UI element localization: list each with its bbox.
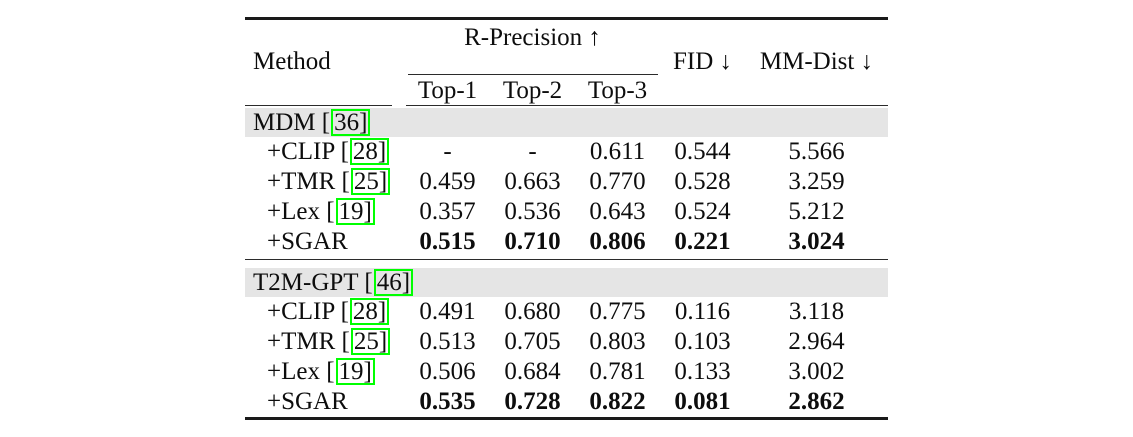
value-top2: 0.680 [504, 298, 561, 326]
value-mm-dist: 3.259 [788, 167, 845, 195]
results-table: Method R-Precision ↑ Top-1 Top-2 Top-3 F… [245, 17, 888, 420]
method-label: +Lex [ [267, 197, 335, 225]
method-label: +Lex [ [267, 358, 335, 386]
value-top2: 0.710 [504, 227, 561, 255]
value-top3: 0.770 [589, 167, 646, 195]
header-top1: Top-1 [417, 76, 478, 104]
citation-link-25[interactable]: 25] [350, 167, 391, 195]
section-label: MDM [ [253, 108, 331, 136]
section-header-mdm: MDM [36] [245, 107, 888, 137]
table-row-sgar-best: +SGAR 0.515 0.710 0.806 0.221 3.024 [245, 227, 888, 257]
value-mm-dist: 5.212 [788, 197, 845, 225]
value-top3: 0.643 [589, 197, 646, 225]
citation-link-28[interactable]: 28] [349, 137, 390, 165]
value-top2: - [528, 137, 537, 165]
value-top3: 0.806 [589, 227, 646, 255]
value-top1: 0.459 [419, 167, 476, 195]
value-top1: - [443, 137, 452, 165]
table-row: +CLIP [28] 0.491 0.680 0.775 0.116 3.118 [245, 297, 888, 327]
value-top1: 0.535 [419, 388, 476, 416]
table-row: +TMR [25] 0.513 0.705 0.803 0.103 2.964 [245, 327, 888, 357]
header-top3: Top-3 [587, 76, 648, 104]
value-top2: 0.536 [504, 197, 561, 225]
table-row: +CLIP [28] - - 0.611 0.544 5.566 [245, 137, 888, 167]
citation-link-19[interactable]: 19] [335, 358, 375, 386]
value-fid: 0.116 [674, 298, 731, 326]
value-mm-dist: 3.024 [788, 227, 845, 255]
value-fid: 0.103 [674, 328, 731, 356]
value-top3: 0.803 [589, 328, 646, 356]
header-rule-method-segment [245, 104, 392, 106]
value-top3: 0.611 [589, 137, 646, 165]
section-header-t2m-gpt: T2M-GPT [46] [245, 268, 888, 298]
method-cell: +TMR [25] [245, 167, 405, 197]
value-fid: 0.544 [674, 137, 731, 165]
value-fid: 0.081 [674, 388, 731, 416]
value-fid: 0.133 [674, 358, 731, 386]
method-cell: +Lex [19] [245, 357, 405, 387]
section-mdm: MDM [36] +CLIP [28] - - 0.611 0.544 5.56… [245, 107, 888, 257]
value-top1: 0.491 [419, 298, 476, 326]
table-header: Method R-Precision ↑ Top-1 Top-2 Top-3 F… [245, 20, 888, 105]
method-cell: +CLIP [28] [245, 297, 405, 327]
method-cell: +SGAR [245, 387, 405, 417]
value-fid: 0.524 [674, 197, 731, 225]
section-label: T2M-GPT [ [253, 269, 373, 297]
value-top1: 0.515 [419, 227, 476, 255]
header-method: Method [253, 48, 331, 75]
table-row: +Lex [19] 0.357 0.536 0.643 0.524 5.212 [245, 197, 888, 227]
table-top-rule [245, 17, 888, 20]
value-mm-dist: 5.566 [788, 137, 845, 165]
value-top1: 0.357 [419, 197, 476, 225]
r-precision-cmidrule [408, 73, 658, 75]
method-cell: +CLIP [28] [245, 137, 405, 167]
value-top2: 0.663 [504, 167, 561, 195]
header-bottom-rules [245, 104, 888, 106]
value-top2: 0.684 [504, 358, 561, 386]
value-fid: 0.221 [674, 227, 731, 255]
header-mm-dist: MM-Dist ↓ [759, 48, 874, 75]
value-top2: 0.728 [504, 388, 561, 416]
value-mm-dist: 3.118 [788, 298, 845, 326]
header-r-precision: R-Precision ↑ [464, 23, 601, 51]
value-mm-dist: 3.002 [788, 358, 845, 386]
method-cell: +Lex [19] [245, 197, 405, 227]
method-cell: +SGAR [245, 227, 405, 257]
citation-link-46[interactable]: 46] [373, 269, 414, 297]
header-fid: FID ↓ [672, 48, 733, 75]
value-top1: 0.513 [419, 328, 476, 356]
value-top3: 0.775 [589, 298, 646, 326]
table-row: +Lex [19] 0.506 0.684 0.781 0.133 3.002 [245, 357, 888, 387]
section-divider-rule [245, 258, 888, 261]
table-row: +TMR [25] 0.459 0.663 0.770 0.528 3.259 [245, 167, 888, 197]
value-top3: 0.781 [589, 358, 646, 386]
header-rule-metrics-segment [406, 104, 888, 106]
method-label: +SGAR [267, 227, 348, 255]
value-top2: 0.705 [504, 328, 561, 356]
section-t2m-gpt: T2M-GPT [46] +CLIP [28] 0.491 0.680 0.77… [245, 268, 888, 417]
method-label: +TMR [ [267, 328, 350, 356]
citation-link-28[interactable]: 28] [349, 298, 390, 326]
method-label: +TMR [ [267, 167, 350, 195]
method-label: +CLIP [ [267, 137, 349, 165]
table-bottom-rule [245, 417, 888, 420]
method-label: +CLIP [ [267, 298, 349, 326]
citation-link-19[interactable]: 19] [335, 197, 375, 225]
value-mm-dist: 2.964 [788, 328, 845, 356]
method-label: +SGAR [267, 388, 348, 416]
table-row-sgar-best: +SGAR 0.535 0.728 0.822 0.081 2.862 [245, 387, 888, 417]
value-fid: 0.528 [674, 167, 731, 195]
value-mm-dist: 2.862 [788, 388, 845, 416]
citation-link-25[interactable]: 25] [350, 328, 391, 356]
method-cell: +TMR [25] [245, 327, 405, 357]
citation-link-36[interactable]: 36] [331, 108, 371, 136]
value-top1: 0.506 [419, 358, 476, 386]
value-top3: 0.822 [589, 388, 646, 416]
header-top2: Top-2 [502, 76, 563, 104]
